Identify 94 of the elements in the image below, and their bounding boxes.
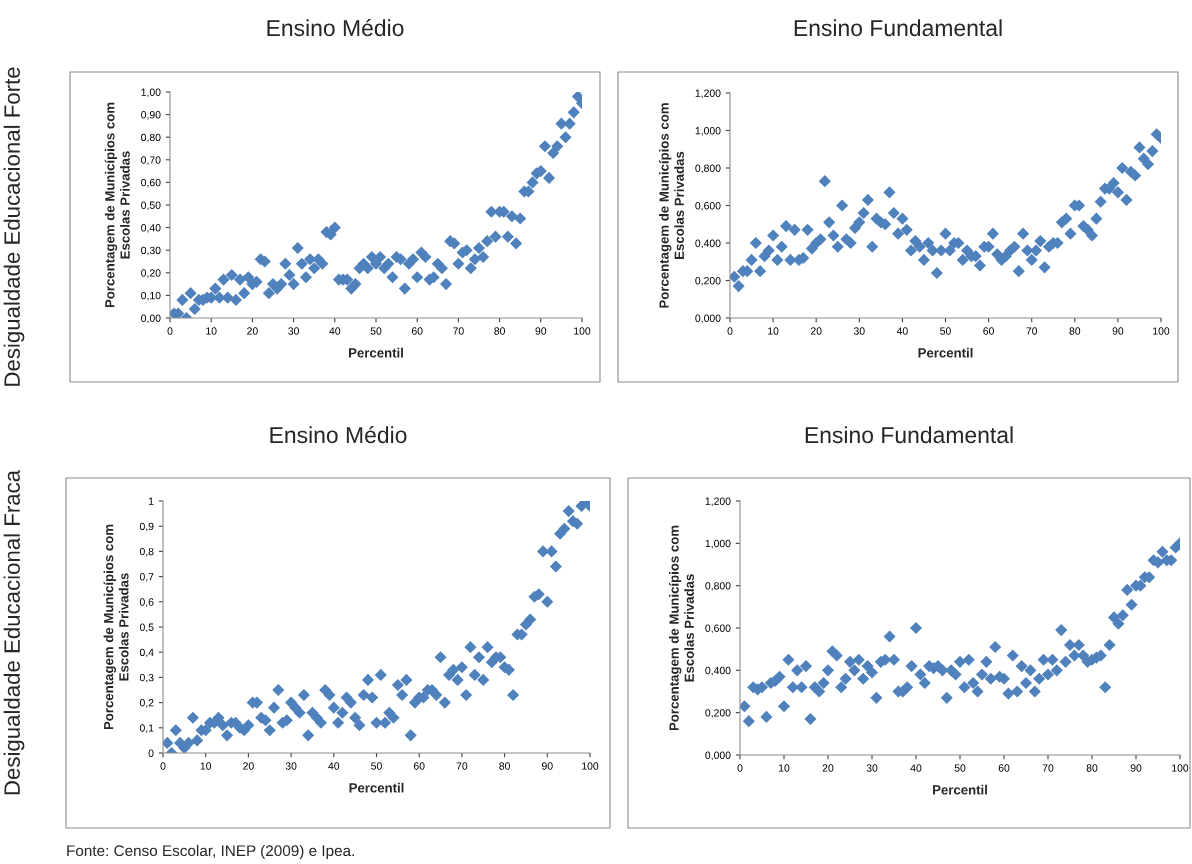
- y-axis-title: Porcentagem de Municípios com Escolas Privadas: [668, 525, 694, 731]
- x-tick-label: 30: [288, 327, 299, 335]
- x-tick-label: 80: [1069, 327, 1081, 335]
- y-tick-label: 0,70: [141, 156, 161, 165]
- y-tick-label: 0,600: [695, 202, 721, 211]
- x-tick-label: 90: [542, 762, 553, 770]
- y-axis-title: Porcentagem de Municípios com Escolas Privadas: [104, 102, 130, 308]
- y-tick-label: 0,000: [705, 751, 731, 761]
- x-tick-label: 20: [247, 327, 258, 335]
- y-tick-label: 0,00: [141, 314, 161, 324]
- chart-title: Ensino Fundamental: [794, 19, 1002, 37]
- x-tick-label: 80: [494, 327, 505, 335]
- y-axis-title: Porcentagem de Municípios com Escolas Privadas: [103, 524, 129, 730]
- x-tick-label: 40: [329, 327, 341, 335]
- y-tick-label: 0,200: [695, 277, 721, 286]
- x-tick-label: 10: [200, 762, 212, 770]
- y-tick-label: 0,50: [141, 201, 161, 211]
- y-tick-label: 0: [148, 749, 154, 757]
- x-tick-label: 0: [737, 764, 743, 772]
- y-tick-label: 0,600: [705, 624, 731, 634]
- y-tick-label: 0,40: [141, 224, 161, 233]
- y-tick-label: 0,4: [139, 648, 154, 658]
- y-tick-label: 0,2: [139, 699, 154, 708]
- x-axis-title: Percentil: [918, 347, 973, 358]
- y-tick-label: 0,8: [139, 547, 154, 557]
- x-tick-label: 20: [810, 327, 822, 335]
- x-axis-title: Percentil: [933, 784, 987, 795]
- y-tick-label: 0,000: [695, 314, 721, 324]
- x-tick-label: 20: [243, 762, 254, 770]
- x-tick-label: 40: [896, 327, 908, 335]
- y-tick-label: 0,5: [139, 623, 154, 633]
- y-tick-label: 0,1: [139, 724, 154, 733]
- y-tick-label: 0,7: [139, 573, 154, 582]
- y-tick-label: 1,00: [141, 88, 161, 98]
- y-tick-label: 0,800: [695, 164, 721, 174]
- x-tick-label: 30: [285, 762, 297, 770]
- x-tick-label: 90: [535, 327, 547, 335]
- x-tick-label: 10: [206, 327, 217, 335]
- chart-title: Ensino Médio: [267, 19, 404, 37]
- y-tick-label: 1,000: [695, 127, 721, 136]
- x-tick-label: 50: [954, 764, 966, 772]
- y-tick-label: 0,60: [141, 178, 161, 188]
- y-tick-label: 0,20: [141, 269, 161, 278]
- x-tick-label: 30: [866, 764, 878, 772]
- y-tick-label: 0,400: [705, 666, 731, 676]
- x-tick-label: 80: [499, 762, 510, 770]
- x-tick-label: 60: [998, 764, 1010, 772]
- x-tick-label: 0: [160, 762, 166, 770]
- source-note: Fonte: Censo Escolar, INEP (2009) e Ipea.: [67, 844, 354, 860]
- x-tick-label: 100: [1153, 327, 1170, 335]
- x-tick-label: 40: [328, 762, 340, 770]
- x-tick-label: 10: [779, 764, 790, 772]
- y-tick-label: 0,200: [705, 709, 731, 718]
- chart-title: Ensino Médio: [270, 426, 407, 444]
- x-tick-label: 70: [1042, 764, 1054, 772]
- y-tick-label: 1: [148, 497, 154, 505]
- y-tick-label: 0,9: [139, 522, 154, 532]
- y-tick-label: 0,400: [695, 239, 721, 249]
- x-tick-label: 60: [413, 762, 425, 770]
- y-tick-label: 1,200: [705, 497, 731, 507]
- y-tick-label: 0,10: [141, 291, 161, 301]
- x-tick-label: 50: [370, 327, 382, 335]
- y-axis-title: Porcentagem de Municípios com Escolas Privadas: [658, 103, 684, 308]
- text: Desigualdade Educacional Fraca: [3, 469, 25, 795]
- x-tick-label: 40: [910, 764, 922, 772]
- x-tick-label: 70: [453, 327, 464, 335]
- y-tick-label: 0,800: [705, 582, 731, 591]
- y-tick-label: 0,90: [141, 111, 161, 120]
- x-tick-label: 100: [1172, 764, 1189, 772]
- x-tick-label: 70: [1026, 327, 1038, 335]
- x-tick-label: 80: [1086, 764, 1098, 772]
- x-tick-label: 60: [411, 327, 423, 335]
- x-tick-label: 100: [582, 762, 599, 770]
- y-tick-label: 1,200: [695, 89, 721, 99]
- y-tick-label: 1,000: [705, 539, 731, 549]
- text: Desigualdade Educacional Forte: [3, 67, 25, 386]
- y-tick-label: 0,30: [141, 246, 161, 256]
- x-axis-title: Percentil: [349, 347, 403, 358]
- y-tick-label: 0,3: [139, 673, 154, 683]
- y-tick-label: 0,6: [139, 598, 154, 607]
- x-tick-label: 50: [940, 327, 951, 335]
- y-tick-label: 0,80: [141, 133, 161, 143]
- x-tick-label: 90: [1130, 764, 1142, 772]
- x-tick-label: 20: [822, 764, 834, 772]
- x-tick-label: 50: [371, 762, 382, 770]
- chart-title: Ensino Fundamental: [805, 426, 1013, 444]
- x-tick-label: 10: [768, 327, 779, 335]
- x-tick-label: 90: [1112, 327, 1124, 335]
- x-axis-title: Percentil: [349, 782, 404, 793]
- x-tick-label: 30: [853, 327, 865, 335]
- x-tick-label: 100: [574, 327, 591, 335]
- x-tick-label: 60: [983, 327, 994, 335]
- x-tick-label: 0: [167, 327, 173, 335]
- x-tick-label: 70: [456, 762, 468, 770]
